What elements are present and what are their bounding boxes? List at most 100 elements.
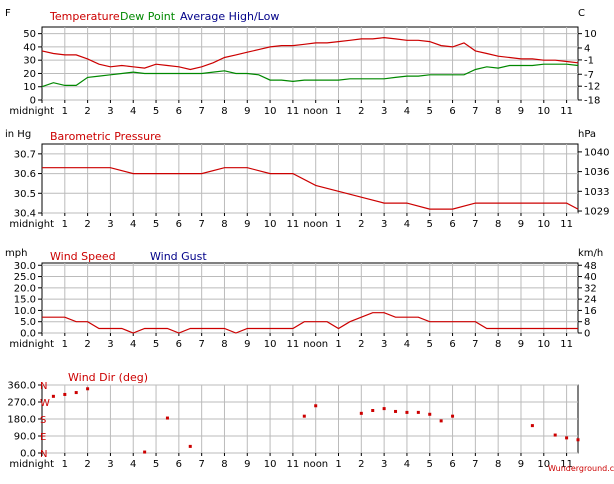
series-line-dew-point (41, 63, 579, 88)
x-tick-label: 4 (404, 219, 410, 230)
y-tick-label: 5.0 (20, 317, 36, 328)
y-tick-label: 30 (23, 56, 36, 67)
x-tick-label: 10 (264, 339, 277, 350)
x-tick-label: 11 (287, 219, 300, 230)
x-tick-label: 11 (287, 459, 300, 470)
x-tick-label: 5 (153, 339, 159, 350)
wind-dir-point (51, 394, 55, 398)
x-tick-label: 2 (358, 106, 364, 117)
right-tick-label: -12 (584, 82, 600, 93)
y-tick-label: 30.4 (14, 209, 36, 220)
x-tick-label: 9 (244, 339, 250, 350)
left-unit-label: in Hg (5, 129, 31, 140)
y-tick-label: 25.0 (14, 272, 36, 283)
x-tick-label: 2 (358, 339, 364, 350)
right-tick-label: 32 (584, 283, 597, 294)
y-tick-label: 0.0 (20, 449, 36, 460)
compass-label: S (40, 415, 46, 426)
x-tick-label: midnight (9, 339, 54, 350)
wind-dir-point (143, 450, 147, 454)
x-tick-label: 2 (84, 106, 90, 117)
right-tick-label: 4 (584, 43, 590, 54)
x-tick-label: 4 (404, 339, 410, 350)
y-tick-label: 360.0 (7, 381, 36, 392)
x-tick-label: 5 (153, 459, 159, 470)
y-tick-label: 180.0 (7, 415, 36, 426)
x-tick-label: 1 (335, 459, 341, 470)
wind-dir-point (302, 414, 306, 418)
x-tick-label: 10 (264, 219, 277, 230)
x-tick-label: 1 (335, 339, 341, 350)
x-tick-label: 4 (130, 459, 136, 470)
x-tick-label: 2 (84, 459, 90, 470)
wind-dir-point (405, 410, 409, 414)
left-unit-label: F (5, 8, 11, 19)
series-line-wind-speed (42, 312, 578, 334)
x-tick-label: 5 (427, 106, 433, 117)
x-tick-label: 9 (518, 459, 524, 470)
wind-dir-point (165, 416, 169, 420)
x-tick-label: 3 (107, 459, 113, 470)
x-tick-label: 8 (495, 459, 501, 470)
x-tick-label: 7 (198, 106, 204, 117)
x-tick-label: 11 (560, 106, 573, 117)
compass-label: W (40, 398, 50, 409)
compass-label: E (40, 432, 46, 443)
compass-label: N (40, 449, 47, 460)
right-tick-label: 48 (584, 261, 597, 272)
x-tick-label: 10 (537, 219, 550, 230)
x-tick-label: 5 (427, 459, 433, 470)
wind-dir-point (428, 412, 432, 416)
wind-dir-point (188, 444, 192, 448)
wind-dir-point (439, 419, 443, 423)
x-tick-label: 10 (537, 339, 550, 350)
plot-frame (41, 262, 579, 334)
wind-dir-point (576, 438, 580, 442)
y-tick-label: 30.5 (14, 189, 36, 200)
x-tick-label: 11 (560, 219, 573, 230)
x-tick-label: 9 (244, 106, 250, 117)
right-tick-label: -7 (584, 70, 594, 81)
wind-dir-point (394, 409, 398, 413)
legend-entry: Temperature (49, 10, 120, 23)
x-tick-label: 1 (62, 219, 68, 230)
x-tick-label: 4 (130, 219, 136, 230)
wind-dir-point (74, 391, 78, 395)
x-tick-label: 9 (518, 106, 524, 117)
x-tick-label: 5 (153, 106, 159, 117)
x-tick-label: midnight (9, 106, 54, 117)
x-tick-label: 6 (176, 339, 182, 350)
right-tick-label: 10 (584, 29, 597, 40)
y-tick-label: 90.0 (14, 432, 36, 443)
right-tick-label: 8 (584, 317, 590, 328)
wind-dir-point (565, 436, 569, 440)
x-tick-label: 3 (107, 219, 113, 230)
y-tick-label: 10.0 (14, 306, 36, 317)
x-tick-label: 10 (537, 106, 550, 117)
x-tick-label: 8 (221, 339, 227, 350)
x-tick-label: 1 (335, 219, 341, 230)
wind-dir-point (63, 392, 67, 396)
wind-dir-point (314, 404, 318, 408)
legend-entry: Dew Point (120, 10, 176, 23)
right-tick-label: 16 (584, 306, 597, 317)
wind-dir-point (86, 387, 90, 391)
legend-entry: Barometric Pressure (50, 130, 161, 143)
right-tick-label: 0 (584, 329, 590, 340)
wind-dir-point (451, 414, 455, 418)
x-tick-label: 4 (130, 106, 136, 117)
x-tick-label: 4 (130, 339, 136, 350)
x-tick-label: 7 (472, 106, 478, 117)
x-tick-label: 8 (221, 459, 227, 470)
x-tick-label: 5 (427, 219, 433, 230)
y-tick-label: 0 (30, 96, 36, 107)
right-tick-label: 1040 (584, 147, 609, 158)
x-tick-label: 1 (62, 339, 68, 350)
right-tick-label: 1036 (584, 167, 609, 178)
y-tick-label: 40 (23, 42, 36, 53)
credit-label: Wunderground.com (548, 464, 614, 473)
x-tick-label: 3 (381, 219, 387, 230)
right-tick-label: -18 (584, 96, 600, 107)
